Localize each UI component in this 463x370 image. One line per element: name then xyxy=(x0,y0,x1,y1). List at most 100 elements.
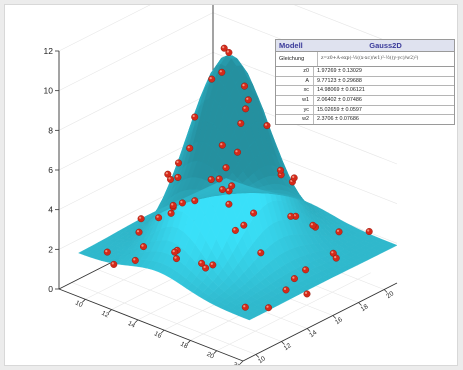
data-point-highlight xyxy=(246,97,249,100)
data-point-highlight xyxy=(217,176,220,179)
x-tick-mark xyxy=(239,360,244,365)
fitted-surface xyxy=(78,55,398,321)
data-point xyxy=(365,227,373,235)
data-point-highlight xyxy=(180,200,183,203)
data-point-highlight xyxy=(111,262,114,265)
data-point xyxy=(208,75,216,83)
parameter-name: xc xyxy=(276,86,314,96)
data-point-highlight xyxy=(174,256,177,259)
x-tick-label: 18 xyxy=(179,341,189,351)
x-tick-mark xyxy=(108,309,112,313)
data-point xyxy=(242,105,250,113)
data-point-highlight xyxy=(303,267,306,270)
data-point xyxy=(282,286,290,294)
x-tick-mark xyxy=(187,340,191,344)
data-point xyxy=(287,212,295,220)
parameter-name: yc xyxy=(276,105,314,115)
data-point-highlight xyxy=(310,223,313,226)
data-point xyxy=(290,174,298,182)
wall-grid xyxy=(58,12,214,91)
parameter-value: 9.77123 ± 0.29688 xyxy=(317,77,362,84)
data-point xyxy=(207,175,215,183)
y-tick-label: 18 xyxy=(360,303,370,313)
equation-text: z=z0+A·exp(-½((x-xc)/w1)²-½((y-yc)/w2)²) xyxy=(321,56,419,61)
data-point xyxy=(240,221,248,229)
data-point xyxy=(309,221,317,229)
data-points xyxy=(103,44,373,312)
data-point-highlight xyxy=(283,287,287,290)
parameter-name: A xyxy=(276,76,314,86)
z-tick-label: 12 xyxy=(44,46,54,56)
z-tick-label: 4 xyxy=(48,205,53,215)
data-point xyxy=(290,275,298,283)
figure-frame: 0 2 4 6 8 10 12 10 12 14 16 18 20 22 10 12 14 16 18 20 Mode… xyxy=(4,4,458,366)
data-point xyxy=(335,228,343,236)
data-point xyxy=(302,266,310,274)
data-point-highlight xyxy=(199,261,202,264)
data-point-highlight xyxy=(292,175,295,178)
tick-labels: 0 2 4 6 8 10 12 10 12 14 16 18 20 22 10 12 14 16 18 20 xyxy=(44,46,396,365)
data-point-highlight xyxy=(367,229,370,232)
axis-line xyxy=(58,288,244,362)
parameter-row: yc 15.02659 ± 0.0597 xyxy=(276,105,454,116)
table-header: Modell Gauss2D xyxy=(276,40,454,52)
data-point xyxy=(171,248,179,256)
x-tick-mark xyxy=(82,299,86,303)
wall-grid xyxy=(293,5,398,46)
data-point-highlight xyxy=(220,143,223,146)
data-point xyxy=(228,182,236,190)
data-point xyxy=(231,226,239,234)
data-point xyxy=(218,141,226,149)
data-point-highlight xyxy=(136,230,140,233)
data-point-highlight xyxy=(243,106,246,109)
data-point-highlight xyxy=(266,305,269,308)
data-point xyxy=(103,248,111,256)
data-point xyxy=(172,255,180,263)
z-tick-label: 6 xyxy=(48,165,53,175)
x-tick-label: 20 xyxy=(205,351,215,361)
data-point xyxy=(174,173,182,181)
data-point-highlight xyxy=(243,305,246,308)
data-point xyxy=(265,304,273,312)
data-point xyxy=(169,201,177,209)
data-point-highlight xyxy=(192,198,195,201)
data-point-highlight xyxy=(226,50,229,53)
data-point-highlight xyxy=(156,215,159,218)
data-point xyxy=(237,119,245,127)
data-point xyxy=(166,175,174,183)
data-point xyxy=(233,148,241,156)
parameter-name: w2 xyxy=(276,115,314,125)
data-point-highlight xyxy=(169,211,172,214)
data-point-highlight xyxy=(264,123,268,126)
data-point-highlight xyxy=(187,146,190,149)
z-tick-label: 8 xyxy=(48,125,53,135)
data-point-highlight xyxy=(241,223,244,226)
parameter-value: 14.98069 ± 0.06121 xyxy=(317,87,365,94)
data-point-highlight xyxy=(336,229,340,232)
parameter-row: w1 2.06402 ± 0.07486 xyxy=(276,96,454,106)
x-tick-mark xyxy=(213,350,217,354)
y-tick-label: 16 xyxy=(334,316,344,326)
data-point xyxy=(137,215,145,223)
data-point-highlight xyxy=(229,183,232,186)
parameter-row: A 9.77123 ± 0.29688 xyxy=(276,76,454,87)
data-point xyxy=(218,68,226,76)
data-point xyxy=(240,82,248,90)
y-tick-mark xyxy=(332,315,337,319)
data-point-highlight xyxy=(288,214,291,217)
data-point-highlight xyxy=(251,211,254,214)
data-point xyxy=(135,228,143,236)
data-point-highlight xyxy=(139,216,142,219)
data-point-highlight xyxy=(238,121,241,124)
data-point-highlight xyxy=(226,188,230,191)
parameter-row: xc 14.98069 ± 0.06121 xyxy=(276,86,454,97)
data-point-highlight xyxy=(226,202,229,205)
data-point-highlight xyxy=(223,165,227,168)
x-tick-label: 22 xyxy=(232,361,242,365)
data-point-highlight xyxy=(334,256,337,259)
parameter-name: w1 xyxy=(276,96,314,105)
data-point xyxy=(131,256,139,264)
data-point-highlight xyxy=(105,250,108,253)
data-point-highlight xyxy=(292,276,295,279)
data-point xyxy=(178,199,186,207)
